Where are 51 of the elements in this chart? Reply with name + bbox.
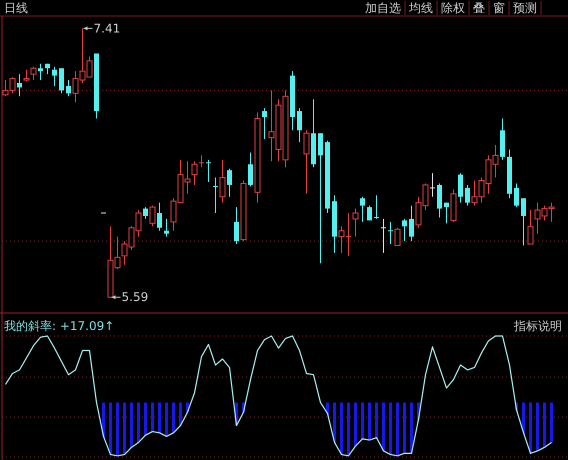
candlestick xyxy=(38,63,43,81)
text: 均线 xyxy=(408,1,433,15)
text: 指标说明 xyxy=(513,319,562,333)
text: 叠 xyxy=(473,1,485,15)
candlestick xyxy=(213,177,218,214)
candlestick xyxy=(17,74,22,97)
candlestick xyxy=(30,66,36,81)
candlestick xyxy=(66,80,71,97)
text: 预测 xyxy=(513,1,537,15)
candlestick xyxy=(248,152,253,187)
candlestick xyxy=(52,66,57,86)
candlestick xyxy=(59,68,64,94)
candlestick xyxy=(318,132,323,264)
text: 窗 xyxy=(493,1,505,15)
candlestick xyxy=(394,227,400,246)
candlestick xyxy=(402,218,407,242)
annotation: 5.59 xyxy=(122,290,148,304)
text: 除权 xyxy=(441,1,465,15)
candlestick xyxy=(234,206,239,245)
candlestick xyxy=(444,202,449,224)
candlestick xyxy=(521,198,526,246)
candlestick xyxy=(458,172,463,204)
candlestick xyxy=(304,130,310,194)
candlestick xyxy=(388,221,393,245)
candlestick xyxy=(367,205,372,221)
candlestick xyxy=(465,184,470,206)
candlestick xyxy=(381,218,386,254)
candlestick xyxy=(192,160,198,186)
candlestick xyxy=(360,196,365,222)
text: 我的斜率: +17.09↑ xyxy=(4,319,114,333)
candlestick xyxy=(199,154,204,168)
candlestick xyxy=(528,210,534,245)
candlestick xyxy=(514,182,519,208)
candlestick xyxy=(143,206,148,220)
candlestick xyxy=(206,159,211,182)
candlestick xyxy=(437,182,442,218)
candlestick xyxy=(374,194,379,220)
candlestick xyxy=(409,205,414,242)
text: 加自选 xyxy=(365,1,401,15)
candlestick xyxy=(297,108,302,143)
candlestick xyxy=(430,172,435,198)
candlestick xyxy=(262,108,267,140)
candlestick xyxy=(157,202,162,232)
candlestick xyxy=(352,208,358,238)
chart-title: 日线 xyxy=(4,1,28,15)
candlestick xyxy=(150,205,156,227)
candlestick xyxy=(220,159,226,204)
candlestick xyxy=(164,218,169,238)
candlestick xyxy=(227,168,232,198)
candlestick xyxy=(24,69,30,82)
annotation: 7.41 xyxy=(94,21,120,36)
